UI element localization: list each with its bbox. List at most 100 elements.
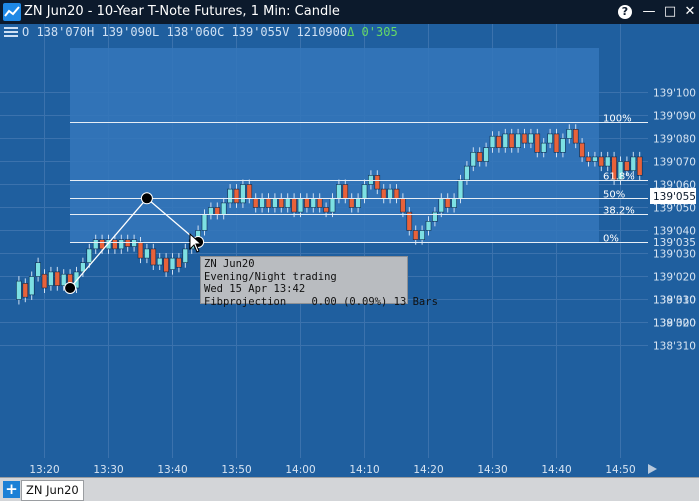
candle (272, 198, 278, 208)
candle (144, 248, 150, 259)
last-price-tag (650, 188, 696, 204)
menu-icon[interactable] (4, 26, 18, 38)
candle (48, 271, 54, 286)
time-tick-label: 14:40 (541, 464, 571, 476)
candle (163, 257, 169, 273)
candle (528, 133, 534, 144)
price-tick-label: 138'330 (653, 295, 696, 307)
candle (547, 133, 553, 144)
last-price-label: 139'055 (653, 191, 696, 203)
chart-logo-icon (3, 3, 21, 21)
price-tick-label: 139'035 (653, 237, 696, 249)
candle (380, 188, 387, 199)
candle (131, 239, 137, 247)
fib-level-label: 50% (603, 190, 625, 201)
candle (457, 179, 464, 199)
scroll-right-icon[interactable] (648, 464, 657, 474)
candle (617, 161, 624, 181)
candle (540, 142, 547, 153)
price-tick-label: 139'050 (653, 203, 696, 215)
candle (368, 175, 374, 185)
time-tick-label: 14:20 (413, 464, 443, 476)
candle (592, 156, 598, 162)
tab-bar: + ZN Jun20 (0, 477, 699, 501)
fib-anchor-point[interactable] (140, 192, 153, 205)
fib-level-label: 61.8% (603, 172, 635, 183)
candle (400, 198, 406, 213)
candle (265, 198, 272, 208)
candle (182, 248, 189, 263)
time-tick-label: 14:50 (605, 464, 635, 476)
price-axis[interactable]: 139'100139'090139'080139'070139'060139'0… (650, 88, 696, 353)
candle (387, 188, 393, 199)
candle (611, 156, 617, 181)
candle (41, 273, 48, 289)
fib-level-label: 0% (603, 234, 619, 245)
candle (515, 133, 521, 148)
candle (246, 184, 253, 199)
candle (425, 221, 432, 231)
candle (604, 156, 611, 167)
candle (624, 161, 630, 171)
candle (310, 198, 317, 208)
minimize-button[interactable]: — (642, 4, 656, 19)
window-title: ZN Jun20 - 10-Year T-Note Futures, 1 Min… (24, 4, 340, 19)
maximize-button[interactable]: □ (663, 4, 677, 19)
time-tick-label: 13:30 (93, 464, 123, 476)
candle (630, 156, 637, 171)
candle (579, 142, 585, 158)
candle (572, 129, 579, 144)
candle (124, 239, 131, 247)
candle (99, 239, 105, 250)
candle (220, 202, 227, 215)
tooltip-symbol: ZN Jun20 (204, 258, 255, 270)
candle (444, 198, 451, 208)
candle (252, 198, 259, 208)
candle (406, 211, 413, 231)
candle (521, 133, 528, 144)
candle (464, 165, 470, 181)
candle (412, 230, 419, 240)
candle (54, 271, 61, 286)
help-button[interactable]: ? (618, 5, 632, 19)
candle (489, 135, 496, 148)
candle (393, 188, 400, 199)
ohlc-values: O 138'070H 139'090L 138'060C 139'055V 12… (22, 25, 348, 39)
price-tick-label: 139'100 (653, 88, 696, 100)
add-tab-button[interactable]: + (3, 481, 20, 498)
time-tick-label: 14:30 (477, 464, 507, 476)
candle (156, 257, 163, 266)
candle (35, 262, 41, 277)
candle (259, 198, 265, 208)
ohlc-readout: O 138'070H 139'090L 138'060C 139'055V 12… (22, 24, 398, 40)
candle (304, 198, 310, 208)
candle (227, 188, 233, 204)
price-tick-label: 139'020 (653, 272, 696, 284)
price-chart[interactable]: 100% 61.8% 50% 38.2% 0% 139'100 139'090 139'08… (0, 24, 699, 477)
candle (28, 276, 35, 296)
candle (348, 198, 355, 208)
candle (451, 198, 457, 208)
mouse-cursor-icon (189, 233, 203, 253)
candle (208, 207, 214, 215)
price-tick-label: 139'010 (653, 295, 696, 307)
title-bar: ZN Jun20 - 10-Year T-Note Futures, 1 Min… (0, 0, 699, 24)
tab-zn-jun20[interactable]: ZN Jun20 (21, 480, 84, 501)
candle (316, 198, 323, 208)
candle (278, 198, 285, 208)
candle (476, 152, 483, 162)
candle (60, 273, 67, 287)
candle (92, 239, 99, 250)
close-button[interactable]: ✕ (684, 4, 696, 19)
candle (297, 198, 304, 213)
time-axis[interactable]: 13:20 13:30 13:40 13:50 14:00 14:10 14:20 14:30… (29, 464, 635, 476)
candle (240, 184, 246, 204)
candle (342, 184, 349, 199)
fib-anchor-point[interactable] (64, 282, 77, 294)
candle (553, 133, 560, 153)
candle (118, 239, 125, 250)
candle (291, 198, 297, 213)
price-tick-label: 139'070 (653, 157, 696, 169)
price-change: Δ 0'305 (347, 25, 398, 39)
time-tick-label: 13:40 (157, 464, 187, 476)
